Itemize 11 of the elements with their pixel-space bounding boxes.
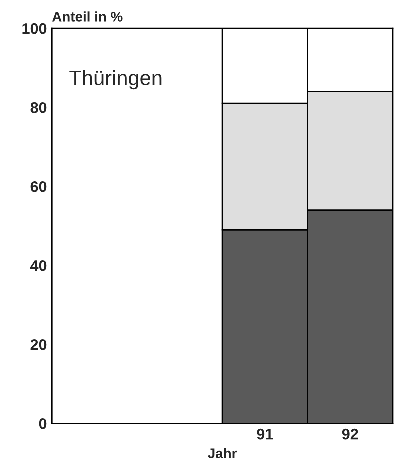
y-tick-label: 0 — [39, 418, 47, 430]
y-tick-label: 100 — [22, 23, 47, 34]
y-tick-label: 20 — [30, 339, 47, 350]
y-tick-label: 40 — [30, 260, 47, 272]
x-tick-label: 91 — [257, 428, 274, 440]
x-tick-label: 92 — [342, 428, 358, 440]
y-axis-title: Anteil in % — [52, 12, 123, 22]
y-tick-label: 80 — [30, 102, 47, 114]
annotation: Thüringen — [70, 70, 162, 90]
y-tick-label: 60 — [30, 181, 47, 192]
x-axis-title: Jahr — [208, 448, 238, 458]
